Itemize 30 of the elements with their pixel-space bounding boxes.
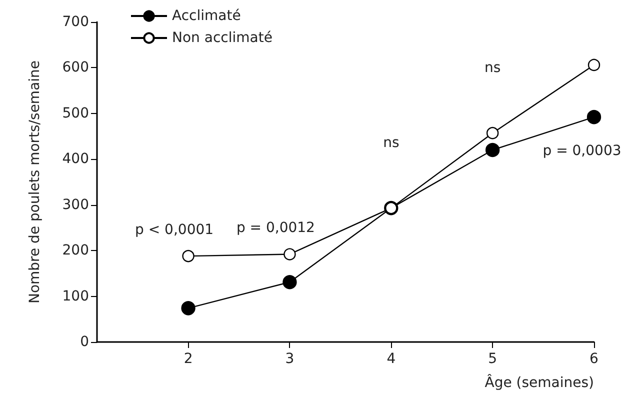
point (485, 142, 500, 158)
x-tick-label: 5 (488, 351, 498, 367)
y-tick-label: 100 (62, 288, 89, 304)
y-axis-title: Nombre de poulets morts/semaine (27, 60, 43, 304)
annotation: p = 0,0003 (542, 143, 622, 160)
x-tick-label: 3 (285, 351, 294, 367)
y-tick-label: 400 (62, 151, 89, 168)
point (486, 126, 499, 140)
point (586, 110, 602, 124)
annotation: ns (484, 60, 501, 76)
y-tick-label: 200 (62, 242, 89, 259)
y-tick-label: 700 (62, 14, 89, 30)
annotation: p = 0,0012 (236, 220, 315, 236)
point (588, 58, 600, 72)
point (182, 250, 194, 262)
y-tick-label: 600 (62, 60, 89, 76)
legend-label: Non acclimaté (172, 30, 272, 46)
y-tick-label: 500 (62, 105, 89, 122)
y-tick-label: 300 (62, 196, 89, 213)
annotation: p < 0,0001 (135, 222, 214, 238)
x-tick-label: 6 (590, 351, 599, 367)
point (181, 301, 196, 316)
point (284, 248, 296, 260)
point (282, 275, 297, 290)
x-axis-title: Âge (semaines) (484, 374, 594, 391)
annotation: ns (383, 135, 400, 152)
x-tick-label: 4 (386, 351, 396, 367)
legend-label: Acclimaté (172, 8, 241, 24)
y-tick-label: 0 (80, 334, 89, 350)
x-tick-label: 2 (184, 351, 193, 367)
